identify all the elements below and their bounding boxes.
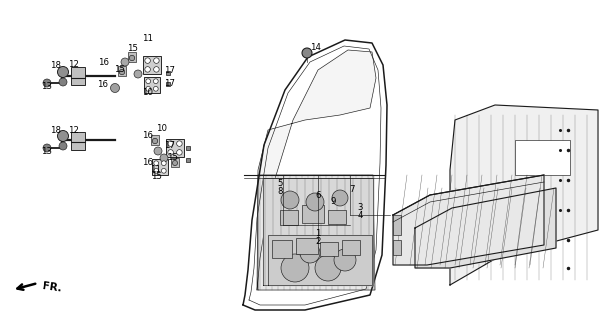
Circle shape xyxy=(59,142,67,150)
Circle shape xyxy=(176,141,182,146)
Polygon shape xyxy=(243,40,387,310)
Circle shape xyxy=(145,58,150,63)
Circle shape xyxy=(121,58,129,66)
Circle shape xyxy=(160,154,168,162)
Circle shape xyxy=(43,144,51,152)
Circle shape xyxy=(154,161,159,165)
Bar xyxy=(302,205,324,223)
Text: 11: 11 xyxy=(150,164,161,173)
Text: 1: 1 xyxy=(315,228,321,237)
Text: 13: 13 xyxy=(42,82,53,91)
Circle shape xyxy=(145,67,150,72)
Text: 3: 3 xyxy=(357,204,363,212)
Bar xyxy=(296,238,318,254)
Circle shape xyxy=(153,79,158,84)
Circle shape xyxy=(315,255,341,281)
Text: 15: 15 xyxy=(115,65,126,74)
Text: 14: 14 xyxy=(310,43,321,52)
Circle shape xyxy=(168,150,173,155)
Circle shape xyxy=(153,86,158,91)
Circle shape xyxy=(59,78,67,86)
Bar xyxy=(393,215,401,235)
Circle shape xyxy=(134,70,142,78)
Polygon shape xyxy=(450,105,598,285)
Text: 16: 16 xyxy=(143,131,153,140)
Polygon shape xyxy=(258,175,375,290)
Text: 13: 13 xyxy=(42,147,53,156)
Polygon shape xyxy=(268,235,372,285)
Circle shape xyxy=(57,67,68,77)
Bar xyxy=(152,159,167,175)
Circle shape xyxy=(300,243,320,263)
Text: 18: 18 xyxy=(51,60,62,69)
Circle shape xyxy=(152,138,158,144)
Circle shape xyxy=(153,58,159,63)
Text: 15: 15 xyxy=(167,153,179,162)
Circle shape xyxy=(129,55,135,61)
Text: 12: 12 xyxy=(68,125,80,134)
Polygon shape xyxy=(263,178,373,285)
Circle shape xyxy=(173,160,178,165)
Bar xyxy=(71,132,85,150)
Text: 10: 10 xyxy=(143,87,153,97)
Bar xyxy=(280,210,298,225)
Circle shape xyxy=(154,147,162,155)
Bar xyxy=(515,140,570,175)
Bar xyxy=(320,242,338,256)
Text: 6: 6 xyxy=(315,190,321,199)
Circle shape xyxy=(306,193,324,211)
Text: 2: 2 xyxy=(315,236,321,245)
Text: 8: 8 xyxy=(277,187,283,196)
Circle shape xyxy=(176,150,182,155)
Polygon shape xyxy=(257,50,376,290)
Bar xyxy=(166,139,184,157)
Text: 9: 9 xyxy=(330,197,336,206)
Circle shape xyxy=(281,191,299,209)
Text: 10: 10 xyxy=(156,124,167,132)
Bar xyxy=(71,67,85,85)
Text: 17: 17 xyxy=(164,78,176,87)
Circle shape xyxy=(168,141,173,146)
Text: 18: 18 xyxy=(51,125,62,134)
Polygon shape xyxy=(393,175,544,265)
Circle shape xyxy=(154,168,159,173)
Circle shape xyxy=(120,69,124,75)
Circle shape xyxy=(161,168,166,173)
Text: 5: 5 xyxy=(277,179,283,188)
Circle shape xyxy=(146,86,150,91)
Bar xyxy=(144,77,159,92)
Text: 15: 15 xyxy=(152,172,162,180)
Circle shape xyxy=(146,79,150,84)
Text: 12: 12 xyxy=(68,60,80,68)
Bar xyxy=(151,135,159,145)
Text: 4: 4 xyxy=(357,212,363,220)
Circle shape xyxy=(161,161,166,165)
Bar xyxy=(342,240,360,255)
Circle shape xyxy=(153,67,159,72)
Text: 7: 7 xyxy=(349,185,355,194)
Text: 16: 16 xyxy=(97,79,109,89)
Text: 17: 17 xyxy=(164,140,176,149)
Bar xyxy=(118,66,126,76)
Text: 16: 16 xyxy=(98,58,109,67)
Bar xyxy=(171,158,179,167)
Text: 16: 16 xyxy=(143,157,153,166)
Text: FR.: FR. xyxy=(42,281,63,293)
Bar xyxy=(393,240,401,255)
Circle shape xyxy=(334,249,356,271)
Circle shape xyxy=(111,84,120,92)
Circle shape xyxy=(281,254,309,282)
Text: 15: 15 xyxy=(127,44,138,52)
Bar xyxy=(128,52,136,62)
Polygon shape xyxy=(415,188,556,268)
Bar xyxy=(328,210,346,224)
Circle shape xyxy=(302,48,312,58)
Bar xyxy=(143,56,161,74)
Circle shape xyxy=(43,79,51,87)
Bar xyxy=(272,240,292,258)
Text: 11: 11 xyxy=(143,34,153,43)
Text: 17: 17 xyxy=(164,66,176,75)
Circle shape xyxy=(332,190,348,206)
Circle shape xyxy=(57,131,68,141)
